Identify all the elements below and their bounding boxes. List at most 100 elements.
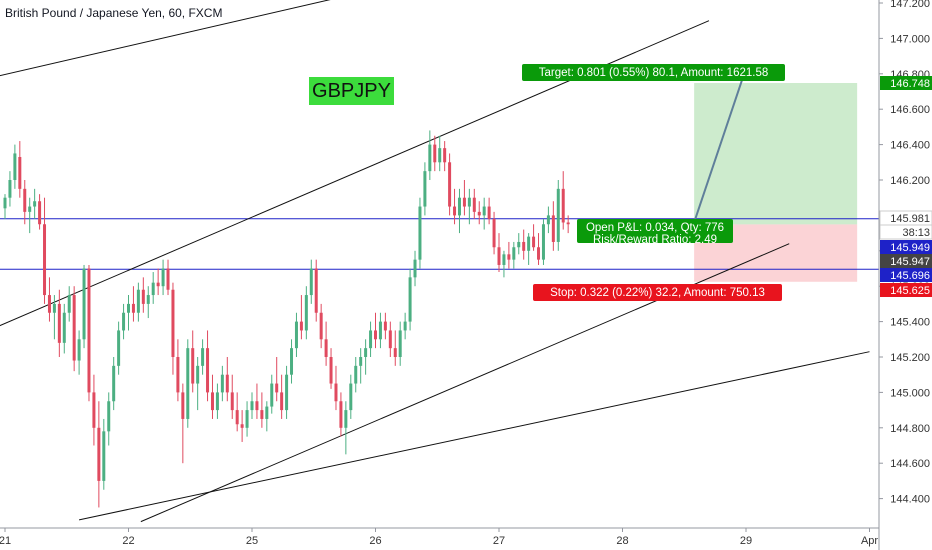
- candle-body-17: [87, 268, 91, 393]
- candle-body-84: [418, 206, 422, 260]
- candle-body-101: [502, 254, 506, 265]
- candle-body-97: [482, 206, 486, 216]
- candle-body-45: [225, 374, 229, 393]
- position-labels: Target: 0.801 (0.55%) 80.1, Amount: 1621…: [522, 64, 785, 301]
- candle-body-39: [196, 365, 200, 384]
- candle-body-33: [166, 268, 170, 290]
- candle-body-57: [285, 374, 289, 411]
- candle-body-114: [566, 222, 570, 225]
- candle-body-92: [457, 197, 461, 216]
- price-badge-6-bg: [880, 283, 932, 297]
- candle-body-82: [408, 277, 412, 322]
- candle-body-11: [57, 303, 61, 343]
- candle-body-81: [403, 321, 407, 331]
- candle-body-18: [92, 392, 96, 428]
- price-tick-label-11: 145.000: [890, 387, 930, 399]
- candle-body-22: [112, 365, 116, 402]
- candle-body-105: [522, 241, 526, 251]
- price-tick-label-9: 145.400: [890, 317, 930, 329]
- candle-body-19: [97, 427, 101, 481]
- candle-body-31: [156, 282, 160, 287]
- candle-body-62: [309, 268, 313, 296]
- candle-body-14: [72, 295, 76, 361]
- price-badge-1: 145.981: [890, 213, 930, 225]
- candle-body-73: [364, 348, 368, 357]
- candle-body-76: [378, 321, 382, 340]
- pnl-label-text-0: Open P&L: 0.034, Qty: 776: [586, 222, 724, 234]
- candle-body-77: [383, 321, 387, 331]
- candle-body-9: [47, 295, 51, 313]
- candle-body-61: [304, 295, 308, 331]
- candle-body-93: [462, 197, 466, 207]
- price-badge-3-bg: [880, 240, 932, 254]
- candle-body-36: [181, 392, 185, 419]
- candle-body-71: [354, 365, 358, 384]
- candle-body-72: [359, 357, 363, 366]
- price-badge-5-bg: [880, 268, 932, 282]
- candle-body-91: [453, 206, 457, 216]
- candle-body-50: [250, 401, 254, 411]
- candles: [3, 130, 570, 508]
- candle-body-96: [477, 211, 481, 216]
- price-tick-label-13: 144.600: [890, 458, 930, 470]
- candle-body-87: [433, 144, 437, 163]
- candle-body-48: [240, 424, 244, 428]
- candle-body-56: [280, 392, 284, 411]
- candle-body-54: [270, 383, 274, 407]
- candle-body-113: [561, 188, 565, 223]
- candle-body-95: [472, 197, 476, 212]
- candle-body-6: [33, 201, 37, 207]
- stop-label-text-0: Stop: 0.322 (0.22%) 32.2, Amount: 750.13: [550, 287, 765, 299]
- price-tick-label-4: 146.400: [890, 140, 930, 152]
- candle-body-20: [102, 431, 106, 481]
- candle-body-88: [438, 148, 442, 163]
- candle-body-75: [374, 330, 377, 340]
- candle-body-104: [517, 241, 521, 248]
- candle-body-108: [537, 247, 541, 260]
- chart-title: British Pound / Japanese Yen, 60, FXCM: [5, 6, 223, 20]
- candle-body-94: [467, 197, 471, 207]
- horizontal-lines: [0, 218, 879, 270]
- candle-body-103: [512, 247, 516, 260]
- candle-body-53: [265, 406, 269, 419]
- projection-line: [693, 75, 745, 223]
- candle-body-74: [369, 330, 373, 349]
- candle-body-15: [77, 339, 81, 361]
- candle-body-43: [215, 392, 219, 411]
- candle-body-34: [171, 289, 175, 357]
- candle-body-24: [122, 312, 126, 331]
- candle-body-55: [275, 383, 279, 393]
- price-tick-label-1: 147.000: [890, 33, 930, 45]
- candle-body-99: [492, 218, 496, 248]
- candle-body-102: [507, 254, 511, 260]
- candle-body-8: [43, 224, 47, 296]
- stop-label-bg: [533, 284, 782, 301]
- candle-body-37: [186, 348, 190, 419]
- candle-body-5: [28, 206, 32, 212]
- candle-body-86: [428, 144, 432, 172]
- candle-body-60: [299, 321, 303, 331]
- candle-body-78: [388, 330, 392, 349]
- candle-body-89: [443, 148, 447, 163]
- candle-body-83: [413, 259, 417, 278]
- candle-body-69: [344, 410, 348, 428]
- candle-body-0: [3, 197, 7, 209]
- candle-body-30: [151, 282, 155, 296]
- price-badge-6: 145.625: [890, 285, 930, 297]
- candle-body-3: [18, 156, 22, 189]
- candle-body-46: [230, 392, 234, 411]
- candle-body-42: [210, 392, 214, 411]
- pnl-label-text-1: Risk/Reward Ratio: 2.49: [593, 234, 717, 246]
- pnl-label-bg: [577, 219, 733, 243]
- price-tick-label-5: 146.200: [890, 175, 930, 187]
- candle-body-7: [38, 201, 42, 225]
- time-tick-label-3: 26: [369, 535, 381, 547]
- trend-line-3: [78, 351, 870, 521]
- candle-body-64: [319, 312, 323, 340]
- candle-body-38: [191, 348, 195, 384]
- candle-body-13: [67, 295, 71, 313]
- time-tick-label-1: 22: [122, 535, 134, 547]
